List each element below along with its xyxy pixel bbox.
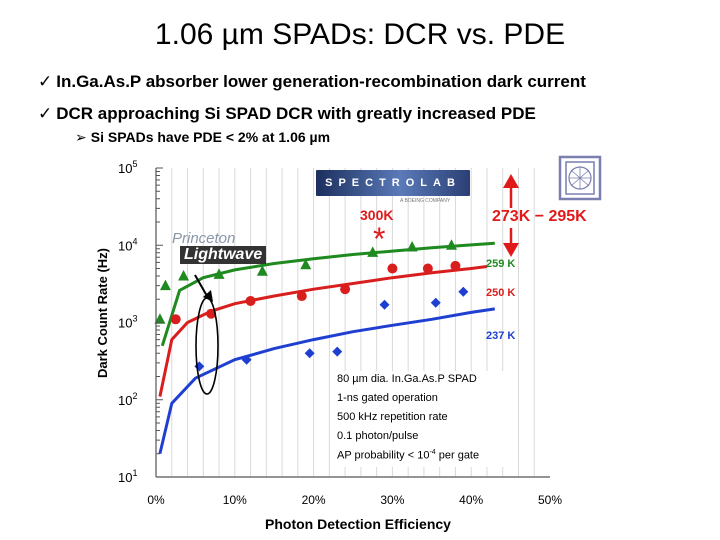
data-point-circle xyxy=(206,308,217,319)
data-point-circle xyxy=(340,284,351,295)
data-point-triangle xyxy=(256,265,268,276)
highlight-ellipse xyxy=(195,297,219,395)
data-point-triangle xyxy=(154,313,166,324)
princeton-arrow xyxy=(194,274,208,297)
data-point-circle xyxy=(170,314,181,325)
series-label-259k: 259 K xyxy=(486,258,515,270)
x-tick-label: 40% xyxy=(459,493,483,507)
arrow-down-head xyxy=(503,243,519,257)
conditions-box xyxy=(334,371,510,467)
sub-bullet-si-spad: ➢ Si SPADs have PDE < 2% at 1.06 µm xyxy=(75,129,330,146)
bullet-dcr-pde: ✓ DCR approaching Si SPAD DCR with greatl… xyxy=(38,104,536,124)
bullet-text: Si SPADs have PDE < 2% at 1.06 µm xyxy=(90,129,331,145)
y-tick-label: 101 xyxy=(118,468,137,485)
temp-300k-label: 300K xyxy=(360,207,393,223)
data-point-circle xyxy=(245,295,256,306)
bullet-text: In.Ga.As.P absorber lower generation-rec… xyxy=(56,72,586,91)
chart-labels: 105 104 103 102 101 0% 10% 20% 30% 40% 50% Photon D… xyxy=(95,159,587,532)
data-point-triangle xyxy=(367,246,379,257)
chart-axes xyxy=(155,167,550,478)
bullet-text: DCR approaching Si SPAD DCR with greatly… xyxy=(56,104,536,123)
series-label-250k: 250 K xyxy=(486,287,515,299)
data-point-circle xyxy=(422,263,433,274)
x-axis-title: Photon Detection Efficiency xyxy=(265,516,451,532)
annotation-arrows xyxy=(194,174,519,302)
y-tick-label: 102 xyxy=(118,391,137,408)
princeton-lightwave-logo: Princeton Lightwave xyxy=(172,230,267,264)
data-point-circle xyxy=(296,291,307,302)
fit-curve-237k xyxy=(158,307,496,455)
note-gated-operation: 1-ns gated operation xyxy=(337,392,438,404)
princeton-logo-text: Princeton xyxy=(172,230,236,247)
arrow-up-head xyxy=(503,174,519,188)
data-point-circle xyxy=(387,263,398,274)
spectrolab-logo: SPECTROLAB xyxy=(316,170,470,196)
boeing-company-text: A BOEING COMPANY xyxy=(400,198,451,204)
spectrolab-logo-text: SPECTROLAB xyxy=(325,177,461,189)
note-repetition-rate: 500 kHz repetition rate xyxy=(337,411,448,423)
y-axis-title: Dark Count Rate (Hz) xyxy=(95,248,110,378)
data-point-diamond xyxy=(430,297,441,308)
data-point-diamond xyxy=(379,299,390,310)
data-point-diamond xyxy=(332,346,343,357)
note-ap-probability: AP probability < 10-4 per gate xyxy=(337,449,480,462)
x-tick-label: 50% xyxy=(538,493,562,507)
series-label-237k: 237 K xyxy=(486,330,515,342)
note-photon-per-pulse: 0.1 photon/pulse xyxy=(337,430,419,442)
fit-curve-259k xyxy=(160,241,495,347)
data-point-triangle xyxy=(446,239,457,250)
data-point-triangle xyxy=(213,268,225,279)
slide-title: 1.06 µm SPADs: DCR vs. PDE xyxy=(154,18,566,51)
data-point-triangle xyxy=(159,279,171,291)
data-point-triangle xyxy=(178,269,190,281)
data-point-triangle xyxy=(300,258,312,270)
y-tick-label: 103 xyxy=(118,314,137,331)
data-point-triangle xyxy=(406,240,418,252)
jpl-logo-icon xyxy=(558,155,602,201)
star-marker: * xyxy=(373,221,385,257)
x-tick-label: 10% xyxy=(223,493,247,507)
lightwave-logo-text: Lightwave xyxy=(180,246,267,264)
princeton-arrow-head xyxy=(203,290,213,302)
x-tick-label: 0% xyxy=(147,493,165,507)
data-points xyxy=(154,239,469,372)
checkmark-icon: ✓ xyxy=(38,72,53,91)
arrow-bullet-icon: ➢ xyxy=(75,129,87,145)
temp-range-label: 273K − 295K xyxy=(492,208,587,225)
y-tick-label: 105 xyxy=(118,159,137,176)
fit-curve-250k xyxy=(158,265,488,397)
data-point-diamond xyxy=(304,348,315,359)
checkmark-icon: ✓ xyxy=(38,104,53,123)
note-spad-size: 80 µm dia. In.Ga.As.P SPAD xyxy=(337,373,477,385)
data-point-diamond xyxy=(241,354,252,365)
bullet-dark-current: ✓ In.Ga.As.P absorber lower generation-re… xyxy=(38,72,586,92)
data-point-diamond xyxy=(458,286,469,297)
fit-curves xyxy=(158,241,496,455)
x-tick-label: 30% xyxy=(380,493,404,507)
data-point-circle xyxy=(450,260,461,271)
x-tick-label: 20% xyxy=(302,493,326,507)
y-tick-label: 104 xyxy=(118,236,137,253)
